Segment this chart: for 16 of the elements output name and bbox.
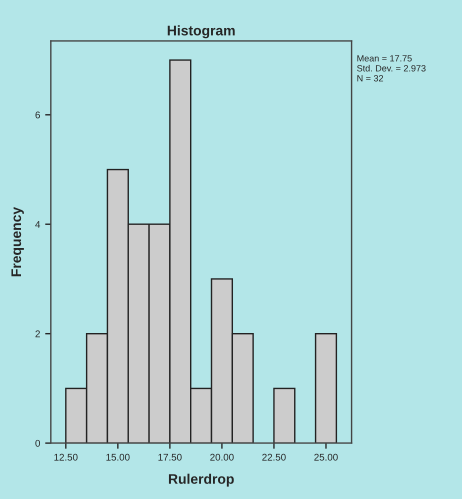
- text: Std. Dev. = 2.973: [357, 64, 426, 72]
- chart-title: Histogram: [168, 25, 235, 38]
- text: N = 32: [357, 75, 384, 82]
- y-tick-label: 2: [35, 330, 40, 338]
- y-tick-label: 6: [35, 112, 40, 118]
- x-tick-label: 25.00: [314, 454, 338, 461]
- x-tick-label: 15.00: [106, 454, 130, 461]
- x-tick-label: 12.50: [54, 454, 78, 461]
- y-tick-label: 0: [35, 440, 40, 447]
- x-tick-label: 17.50: [158, 454, 182, 461]
- y-axis-title: Frequency: [11, 206, 24, 276]
- x-tick-label: 20.00: [210, 454, 234, 461]
- x-tick-label: 22.50: [262, 454, 286, 461]
- y-tick-label: 4: [35, 221, 40, 228]
- x-axis-title: Rulerdrop: [168, 474, 234, 487]
- text: Mean = 17.75: [357, 55, 412, 62]
